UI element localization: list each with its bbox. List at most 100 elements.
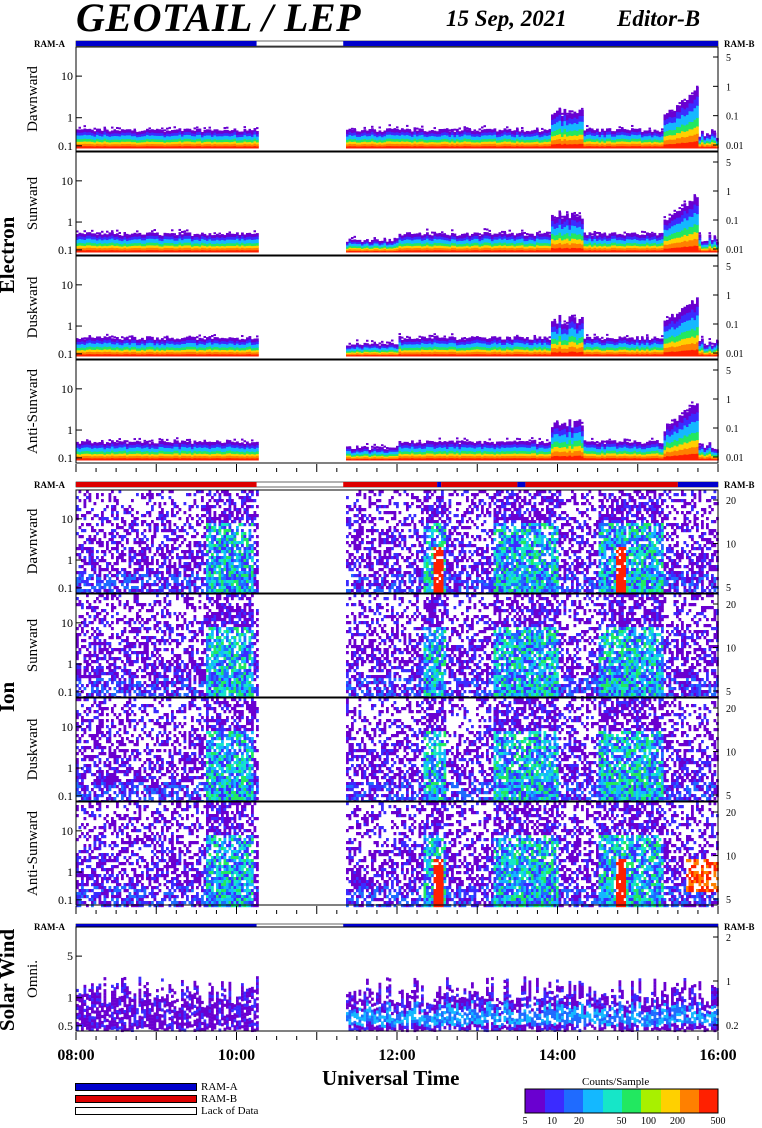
- spectrogram-cell: [448, 348, 452, 352]
- spectrogram-cell: [478, 139, 482, 143]
- spectrogram-cell: [428, 239, 432, 244]
- spectrogram-cell: [513, 146, 517, 149]
- spectrogram-cell: [418, 247, 422, 251]
- spectrogram-cell: [188, 339, 192, 343]
- spectrogram-cell: [478, 339, 482, 344]
- spectrogram-cell: [256, 347, 259, 351]
- spectrogram-cell: [561, 324, 564, 330]
- spectrogram-cell: [458, 351, 462, 355]
- spectrogram-cell: [171, 135, 174, 140]
- spectrogram-cell: [568, 224, 572, 230]
- spectrogram-cell: [691, 239, 694, 247]
- spectrogram-cell: [218, 130, 222, 134]
- spectrogram-cell: [523, 243, 527, 247]
- spectrogram-cell: [226, 242, 229, 246]
- spectrogram-cell: [608, 140, 612, 144]
- spectrogram-cell: [578, 330, 582, 338]
- spectrogram-cell: [366, 241, 369, 244]
- spectrogram-cell: [538, 336, 542, 340]
- spectrogram-cell: [378, 130, 382, 134]
- spectrogram-cell: [623, 138, 627, 142]
- spectrogram-cell: [586, 339, 589, 343]
- spectrogram-cell: [683, 203, 687, 212]
- spectrogram-cell: [431, 231, 434, 234]
- spectrogram-cell: [493, 339, 497, 343]
- spectrogram-cell: [163, 344, 167, 349]
- spectrogram-cell: [471, 247, 474, 251]
- spectrogram-cell: [361, 143, 364, 147]
- spectrogram-cell: [566, 136, 569, 141]
- spectrogram-cell: [156, 128, 159, 131]
- spectrogram-cell: [653, 129, 657, 133]
- spectrogram-cell: [101, 141, 104, 145]
- spectrogram-cell: [623, 129, 627, 133]
- spectrogram-cell: [556, 239, 559, 245]
- spectrogram-cell: [106, 135, 109, 140]
- spectrogram-cell: [366, 145, 369, 149]
- spectrogram-cell: [606, 250, 609, 253]
- spectrogram-cell: [256, 247, 259, 251]
- spectrogram-cell: [436, 131, 439, 135]
- spectrogram-cell: [116, 353, 119, 357]
- spectrogram-cell: [693, 107, 697, 120]
- spectrogram-cell: [588, 337, 592, 341]
- spectrogram-cell: [218, 247, 222, 251]
- spectrogram-cell: [136, 339, 139, 343]
- spectrogram-cell: [391, 248, 394, 250]
- spectrogram-cell: [171, 139, 174, 143]
- spectrogram-cell: [83, 125, 86, 128]
- spectrogram-cell: [673, 317, 677, 324]
- spectrogram-cell: [713, 238, 717, 242]
- spectrogram-cell: [186, 244, 189, 248]
- spectrogram-cell: [208, 129, 212, 133]
- spectrogram-cell: [251, 144, 254, 147]
- spectrogram-cell: [571, 135, 574, 141]
- spectrogram-cell: [91, 353, 94, 357]
- spectrogram-cell: [208, 138, 212, 142]
- spectrogram-cell: [468, 338, 472, 342]
- spectrogram-cell: [401, 134, 404, 139]
- spectrogram-cell: [156, 145, 159, 149]
- spectrogram-cell: [166, 351, 169, 355]
- spectrogram-cell: [666, 325, 669, 332]
- spectrogram-cell: [393, 250, 397, 253]
- spectrogram-cell: [508, 340, 512, 345]
- spectrogram-cell: [143, 247, 147, 251]
- spectrogram-cell: [433, 242, 437, 246]
- spectrogram-cell: [701, 135, 704, 140]
- spectrogram-cell: [171, 249, 174, 253]
- spectrogram-cell: [501, 132, 504, 137]
- spectrogram-cell: [241, 235, 244, 239]
- spectrogram-cell: [596, 235, 599, 239]
- spectrogram-cell: [166, 235, 169, 240]
- spectrogram-cell: [563, 320, 566, 323]
- spectrogram-cell: [518, 235, 522, 240]
- spectrogram-cell: [241, 142, 244, 145]
- spectrogram-cell: [421, 145, 424, 149]
- spectrogram-cell: [93, 133, 97, 137]
- spectrogram-cell: [243, 347, 247, 351]
- spectrogram-cell: [153, 354, 157, 357]
- spectrogram-cell: [378, 342, 381, 345]
- spectrogram-cell: [423, 337, 427, 342]
- spectrogram-cell: [621, 337, 624, 341]
- spectrogram-cell: [623, 353, 627, 357]
- spectrogram-cell: [533, 339, 537, 343]
- spectrogram-cell: [618, 239, 622, 244]
- spectrogram-cell: [623, 246, 627, 249]
- spectrogram-cell: [381, 142, 384, 145]
- spectrogram-cell: [708, 136, 712, 140]
- spectrogram-cell: [556, 139, 559, 145]
- spectrogram-cell: [238, 131, 242, 135]
- spectrogram-cell: [81, 249, 84, 253]
- spectrogram-cell: [416, 340, 419, 345]
- spectrogram-cell: [128, 138, 132, 142]
- spectrogram-cell: [451, 145, 454, 149]
- spectrogram-cell: [621, 249, 624, 253]
- spectrogram-cell: [98, 132, 102, 136]
- spectrogram-cell: [648, 347, 652, 351]
- spectrogram-cell: [118, 240, 122, 244]
- spectrogram-cell: [473, 351, 477, 355]
- spectrogram-cell: [408, 353, 412, 357]
- spectrogram-cell: [481, 342, 484, 348]
